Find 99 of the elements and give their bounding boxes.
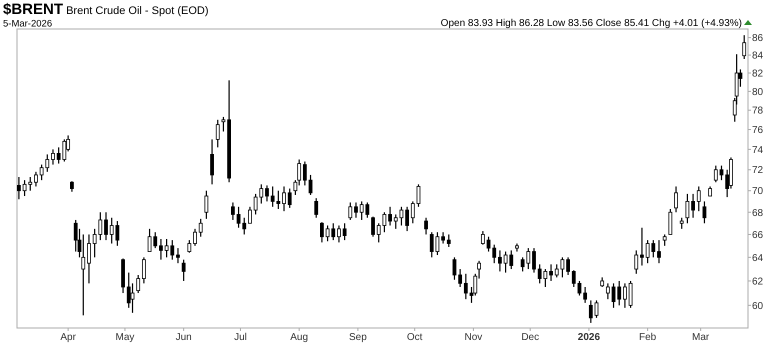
candlestick [148, 228, 152, 252]
candlestick [51, 148, 55, 166]
y-tick-label: 74 [752, 144, 764, 156]
candlestick [416, 184, 420, 208]
candlestick [187, 240, 192, 254]
x-tick-label: Jul [234, 332, 247, 343]
candlestick [354, 202, 358, 218]
x-tick-label: 2026 [578, 332, 600, 343]
y-tick-label: 78 [752, 106, 764, 117]
candlestick [98, 212, 102, 241]
candlestick [348, 202, 352, 221]
candlestick [70, 180, 74, 192]
candlestick [365, 202, 370, 218]
candlestick [270, 186, 275, 208]
candlestick [464, 273, 468, 300]
candlestick [742, 34, 746, 60]
candlestick [104, 212, 108, 241]
x-tick-label: Nov [464, 332, 482, 343]
candlestick [430, 232, 434, 258]
y-tick-label: 86 [752, 33, 764, 44]
candlestick [115, 220, 120, 246]
candlestick [314, 198, 318, 218]
x-tick-label: Feb [639, 332, 657, 343]
candlestick [492, 244, 496, 264]
candlestick [198, 218, 203, 238]
candlestick [28, 176, 32, 192]
candlestick [170, 240, 174, 260]
candlestick [210, 138, 214, 185]
candlestick [674, 186, 678, 213]
candlestick [282, 186, 286, 212]
candlestick [360, 200, 364, 221]
candlestick [110, 217, 114, 244]
candlestick [62, 138, 66, 162]
x-tick-label: Apr [60, 332, 77, 343]
candlestick [634, 250, 638, 274]
candlestick [532, 248, 536, 274]
y-tick-label: 70 [752, 186, 764, 198]
candlestick [376, 222, 381, 243]
candlestick [554, 264, 559, 278]
candlestick [193, 228, 197, 246]
candlestick [371, 216, 375, 238]
candlestick [696, 186, 701, 212]
candlestick [651, 240, 656, 258]
y-tick-label: 80 [752, 86, 764, 98]
candlestick [142, 256, 146, 284]
candlestick [265, 184, 269, 202]
candlestick [394, 214, 398, 230]
candlestick [662, 234, 667, 246]
candlestick [176, 248, 180, 264]
candlestick [259, 184, 264, 204]
y-tick-label: 76 [752, 125, 764, 136]
y-tick-label: 72 [752, 165, 764, 176]
candlestick [153, 232, 158, 249]
candlestick [702, 200, 706, 224]
candlestick [680, 217, 684, 230]
y-tick-label: 60 [752, 300, 764, 312]
candlestick [714, 165, 718, 183]
candlestick [130, 282, 134, 314]
candlestick [216, 119, 220, 148]
candlestick [588, 300, 593, 324]
y-tick-label: 68 [752, 208, 764, 219]
text: Open 83.93 High 86.28 Low 83.56 Close 85.41 Chg +4.01 (+4.93%) [440, 18, 742, 29]
x-tick-label: Dec [521, 332, 540, 343]
x-tick-label: Aug [290, 332, 308, 343]
candlestick [708, 186, 712, 197]
candlestick [538, 264, 542, 284]
candlestick [136, 274, 140, 294]
y-tick-label: 62 [752, 276, 764, 288]
candlestick [56, 146, 61, 164]
y-tick-label: 84 [752, 50, 764, 62]
candlestick [331, 222, 336, 241]
candlestick [509, 250, 514, 270]
y-tick-label: 64 [752, 252, 764, 264]
candlestick [572, 270, 576, 288]
y-tick-label: 66 [752, 230, 764, 241]
candlestick [600, 276, 604, 288]
x-tick-label: Mar [692, 332, 710, 343]
y-tick-label: 82 [752, 68, 764, 80]
candlestick [720, 165, 724, 181]
candlestick [617, 280, 622, 306]
x-tick-label: Oct [406, 332, 423, 343]
candlestick [526, 248, 530, 270]
chart-title: $BRENT Brent Crude Oil - Spot (EOD) [3, 1, 209, 18]
x-tick-label: Sep [348, 332, 368, 343]
candlestick [594, 300, 598, 318]
candlestick [204, 190, 208, 220]
candlestick [276, 190, 280, 210]
chart-subtitle: 5-Mar-2026 [3, 18, 52, 30]
candlestick [668, 208, 672, 236]
x-tick-label: Jun [176, 332, 192, 343]
candlestick [446, 234, 451, 248]
candlestick [424, 217, 428, 236]
candlestick [45, 154, 50, 172]
candlestick [410, 200, 415, 224]
candlestick [182, 259, 186, 282]
candlestick [288, 188, 292, 208]
candlestick [657, 240, 661, 264]
x-tick-label: May [115, 332, 134, 343]
candlestick [520, 256, 525, 272]
